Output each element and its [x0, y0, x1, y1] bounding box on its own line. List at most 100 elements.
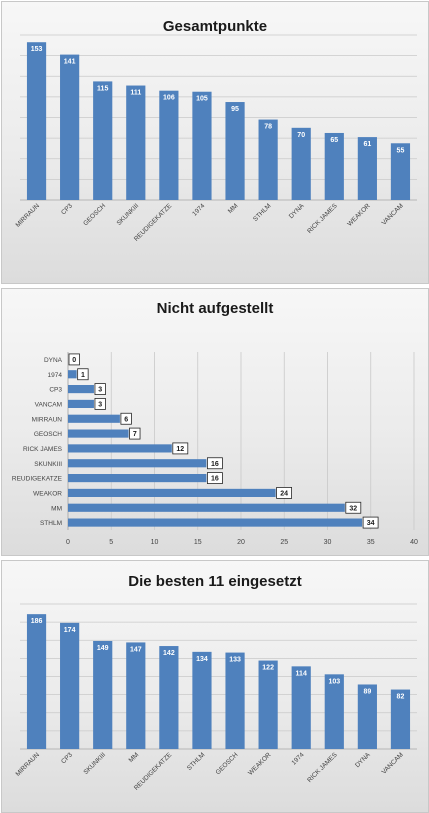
- bar: [68, 474, 207, 483]
- bar: [357, 684, 377, 749]
- chart-title: Die besten 11 eingesetzt: [128, 573, 301, 590]
- data-label: 111: [130, 90, 141, 97]
- bar: [68, 444, 172, 453]
- bar: [291, 666, 311, 749]
- data-label-box: [94, 383, 106, 395]
- category-label: DYNA: [354, 751, 372, 769]
- category-label: SKUNKIII: [116, 202, 141, 227]
- data-label: 12: [176, 446, 184, 453]
- bar: [357, 137, 377, 200]
- data-label: 32: [349, 505, 357, 512]
- category-label: REUDIGEKATZE: [12, 476, 63, 483]
- data-label: 34: [367, 520, 375, 527]
- data-label: 141: [64, 59, 76, 66]
- bar: [324, 674, 344, 749]
- data-label: 70: [297, 132, 305, 139]
- category-label: MIRRAUN: [15, 202, 42, 229]
- data-label: 1: [81, 372, 85, 379]
- chart-panel-gesamtpunkte: Gesamtpunkte 153 MIRRAUN 141 CP3 115 GEOSCH 11…: [1, 1, 429, 284]
- category-label: VANCAM: [381, 202, 405, 226]
- category-label: WEAKOR: [247, 751, 273, 777]
- bar: [68, 385, 94, 394]
- data-label: 103: [328, 678, 340, 685]
- bar: [324, 132, 344, 200]
- data-label-box: [345, 501, 362, 514]
- bar: [68, 518, 363, 527]
- category-label: SKUNKIII: [34, 461, 62, 468]
- category-label: SKUNKIII: [83, 751, 108, 776]
- x-tick-label: 15: [194, 539, 202, 546]
- data-label-box: [172, 442, 189, 455]
- data-label-box: [276, 487, 293, 499]
- category-label: GEOSCH: [215, 751, 240, 776]
- data-label: 122: [262, 665, 274, 672]
- data-label-box: [129, 427, 141, 440]
- bar: [68, 459, 207, 468]
- category-label: MIRRAUN: [32, 416, 63, 423]
- bar: [93, 640, 113, 749]
- bar: [390, 689, 411, 749]
- x-tick-label: 20: [237, 539, 245, 546]
- chart-panel-nicht-aufgestellt: Nicht aufgestellt 0 5 10 15 20 25 30 35 40 DYNA 0 1…: [1, 288, 429, 556]
- bar: [68, 399, 94, 408]
- category-label: DYNA: [44, 357, 63, 364]
- bar: [159, 90, 179, 200]
- bar: [390, 143, 411, 200]
- bar: [26, 614, 47, 749]
- data-label-box: [94, 398, 106, 410]
- bar: [192, 651, 212, 749]
- x-tick-label: 25: [280, 539, 288, 546]
- chart-panel-die-besten-11: Die besten 11 eingesetzt 186 MIRRAUN 174 CP…: [1, 560, 429, 813]
- data-label: 65: [330, 137, 338, 144]
- data-label: 114: [296, 670, 307, 677]
- bar: [225, 102, 245, 200]
- data-label: 174: [64, 627, 76, 634]
- bar: [93, 81, 113, 200]
- x-tick-label: 30: [324, 539, 332, 546]
- data-label: 61: [363, 141, 371, 148]
- data-label: 24: [280, 490, 288, 497]
- data-label-box: [68, 353, 80, 366]
- x-tick-label: 40: [410, 539, 418, 546]
- category-label: 1974: [191, 202, 206, 217]
- category-label: STHLM: [40, 520, 62, 527]
- chart-gesamtpunkte: Gesamtpunkte 153 MIRRAUN 141 CP3 115 GEOSCH 11…: [15, 18, 417, 243]
- bar: [68, 414, 120, 423]
- data-label: 153: [31, 46, 43, 53]
- chart-nicht-aufgestellt: Nicht aufgestellt 0 5 10 15 20 25 30 35 40 DYNA 0 1…: [12, 300, 418, 546]
- data-label: 0: [72, 357, 76, 364]
- data-label: 105: [196, 96, 208, 103]
- category-label: DYNA: [288, 202, 306, 220]
- data-label: 6: [124, 416, 128, 423]
- chart-title: Gesamtpunkte: [163, 18, 267, 35]
- bar: [258, 660, 278, 749]
- data-label: 186: [31, 618, 43, 625]
- bar: [192, 91, 212, 200]
- category-label: GEOSCH: [34, 431, 62, 438]
- data-label: 82: [397, 694, 405, 701]
- category-label: CP3: [60, 751, 74, 765]
- category-label: CP3: [60, 202, 74, 216]
- category-label: CP3: [49, 387, 62, 394]
- data-label-box: [77, 368, 89, 381]
- data-label-box: [120, 412, 132, 425]
- x-tick-label: 35: [367, 539, 375, 546]
- data-label: 16: [211, 476, 219, 483]
- category-label: RICK JAMES: [306, 751, 339, 784]
- bar: [68, 370, 77, 379]
- category-label: VANCAM: [35, 401, 62, 408]
- chart-die-besten-11-eingesetzt: Die besten 11 eingesetzt 186 MIRRAUN 174 CP…: [15, 573, 417, 792]
- bar: [225, 652, 245, 749]
- data-label-box: [362, 516, 379, 529]
- bar: [60, 54, 80, 200]
- category-label: STHLM: [252, 202, 273, 223]
- bar: [291, 127, 311, 200]
- data-label: 95: [231, 106, 239, 113]
- x-tick-label: 10: [151, 539, 159, 546]
- data-label: 147: [130, 646, 142, 653]
- category-label: WEAKOR: [346, 202, 372, 228]
- data-label: 55: [397, 147, 405, 154]
- category-label: MM: [128, 751, 141, 764]
- category-label: VANCAM: [381, 751, 405, 775]
- category-label: WEAKOR: [33, 490, 62, 497]
